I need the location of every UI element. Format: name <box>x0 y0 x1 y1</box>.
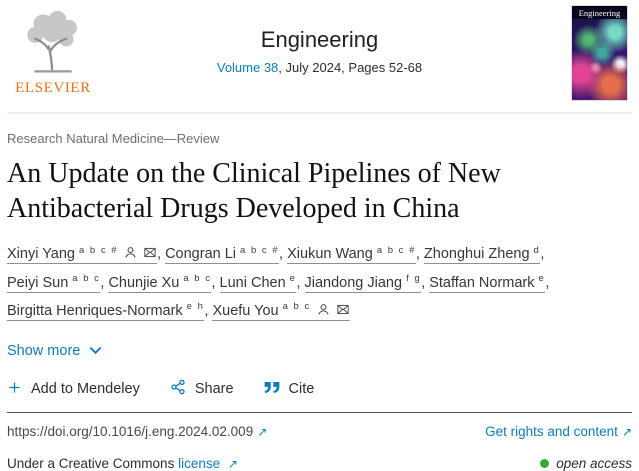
doi-rights-row: https://doi.org/10.1016/j.eng.2024.02.00… <box>7 424 632 439</box>
author-link[interactable]: Xinyi Yang a b c # <box>7 244 158 265</box>
author-name: Chunjie Xu <box>108 274 180 291</box>
author-person-icon <box>124 242 137 270</box>
author-link[interactable]: Jiandong Jiang f g <box>304 273 422 293</box>
toolbar-divider <box>7 412 632 414</box>
show-more-label: Show more <box>7 343 81 360</box>
volume-link[interactable]: Volume 38 <box>216 60 279 75</box>
article-category: Research Natural Medicine—Review <box>7 131 220 146</box>
author-link[interactable]: Peiyi Sun a b c <box>7 273 101 293</box>
author-name: Peiyi Sun <box>7 274 69 291</box>
license-statement: Under a Creative Commons license ↗ <box>7 456 238 471</box>
author-name: Luni Chen <box>219 274 286 291</box>
author-name: Birgitta Henriques-Normark <box>7 302 183 319</box>
header-divider <box>7 112 632 114</box>
open-access-dot-icon <box>540 459 550 469</box>
share-label: Share <box>194 381 234 398</box>
author-affiliation-superscript: e <box>289 273 297 285</box>
external-link-icon: ↗ <box>621 425 632 440</box>
share-icon <box>170 379 186 399</box>
get-rights-label: Get rights and content <box>485 424 618 440</box>
author-link[interactable]: Xiukun Wang a b c # <box>287 244 416 265</box>
author-affiliation-superscript: a b c <box>282 300 311 312</box>
license-row: Under a Creative Commons license ↗ open … <box>7 456 632 471</box>
elsevier-tree-icon <box>21 10 85 78</box>
issue-info-line: Volume 38, July 2024, Pages 52-68 <box>7 60 632 75</box>
author-name: Xiukun Wang <box>287 246 373 263</box>
journal-title-link[interactable]: Engineering <box>260 27 379 52</box>
author-link[interactable]: Zhonghui Zheng d <box>423 244 541 265</box>
license-prefix: Under a Creative Commons <box>7 456 175 471</box>
add-to-mendeley-button[interactable]: Add to Mendeley <box>7 380 140 399</box>
add-to-mendeley-label: Add to Mendeley <box>31 381 140 398</box>
author-affiliation-superscript: d <box>533 244 541 256</box>
quote-icon <box>264 381 280 398</box>
license-link-label: license <box>178 456 221 471</box>
doi-text: https://doi.org/10.1016/j.eng.2024.02.00… <box>7 424 254 440</box>
article-title: An Update on the Clinical Pipelines of N… <box>7 158 501 224</box>
doi-link[interactable]: https://doi.org/10.1016/j.eng.2024.02.00… <box>7 424 267 439</box>
author-affiliation-superscript: e h <box>186 300 205 312</box>
article-toolbar: Add to Mendeley Share Cite <box>7 379 632 412</box>
chevron-down-icon <box>89 343 102 359</box>
external-link-icon: ↗ <box>257 425 268 440</box>
author-affiliation-superscript: a b c <box>72 273 101 285</box>
author-list: Xinyi Yang a b c #, Congran Li a b c #, Xi… <box>7 241 607 326</box>
author-name: Staffan Normark <box>429 274 535 291</box>
author-affiliation-superscript: f g <box>406 273 422 285</box>
plus-icon <box>7 380 22 399</box>
cover-title: Engineering <box>578 8 621 18</box>
author-affiliation-superscript: a b c # <box>240 244 280 256</box>
journal-cover-thumbnail[interactable]: Engineering <box>571 5 628 101</box>
author-name: Jiandong Jiang <box>304 274 403 291</box>
journal-header: ELSEVIER Engineering Volume 38, July 202… <box>7 0 632 104</box>
author-link[interactable]: Xuefu You a b c <box>212 300 350 321</box>
journal-heading: Engineering Volume 38, July 2024, Pages … <box>7 0 632 75</box>
show-more-button[interactable]: Show more <box>7 343 102 359</box>
elsevier-logo[interactable]: ELSEVIER <box>10 10 96 97</box>
open-access-label: open access <box>556 456 632 471</box>
author-email-icon <box>336 299 350 327</box>
license-link[interactable]: license ↗ <box>178 456 238 471</box>
author-affiliation-superscript: a b c # <box>376 244 416 256</box>
author-person-icon <box>317 299 330 327</box>
get-rights-link[interactable]: Get rights and content ↗ <box>485 424 632 439</box>
elsevier-wordmark: ELSEVIER <box>15 80 91 96</box>
cite-label: Cite <box>288 381 315 398</box>
author-name: Xinyi Yang <box>7 246 75 263</box>
author-link[interactable]: Chunjie Xu a b c <box>108 273 212 293</box>
author-link[interactable]: Congran Li a b c # <box>165 244 280 265</box>
author-affiliation-superscript: e <box>538 273 546 285</box>
share-button[interactable]: Share <box>170 379 234 399</box>
cite-button[interactable]: Cite <box>264 381 315 398</box>
author-email-icon <box>143 242 157 270</box>
author-name: Congran Li <box>165 246 237 263</box>
author-link[interactable]: Staffan Normark e <box>429 273 546 293</box>
issue-info: , July 2024, Pages 52-68 <box>278 60 423 75</box>
author-name: Xuefu You <box>212 302 279 319</box>
author-affiliation-superscript: a b c # <box>78 244 119 256</box>
external-link-icon: ↗ <box>227 457 238 471</box>
author-link[interactable]: Luni Chen e <box>219 273 297 293</box>
open-access-badge: open access <box>540 456 632 471</box>
author-name: Zhonghui Zheng <box>423 246 530 263</box>
author-link[interactable]: Birgitta Henriques-Normark e h <box>7 300 205 321</box>
author-affiliation-superscript: a b c <box>183 273 212 285</box>
